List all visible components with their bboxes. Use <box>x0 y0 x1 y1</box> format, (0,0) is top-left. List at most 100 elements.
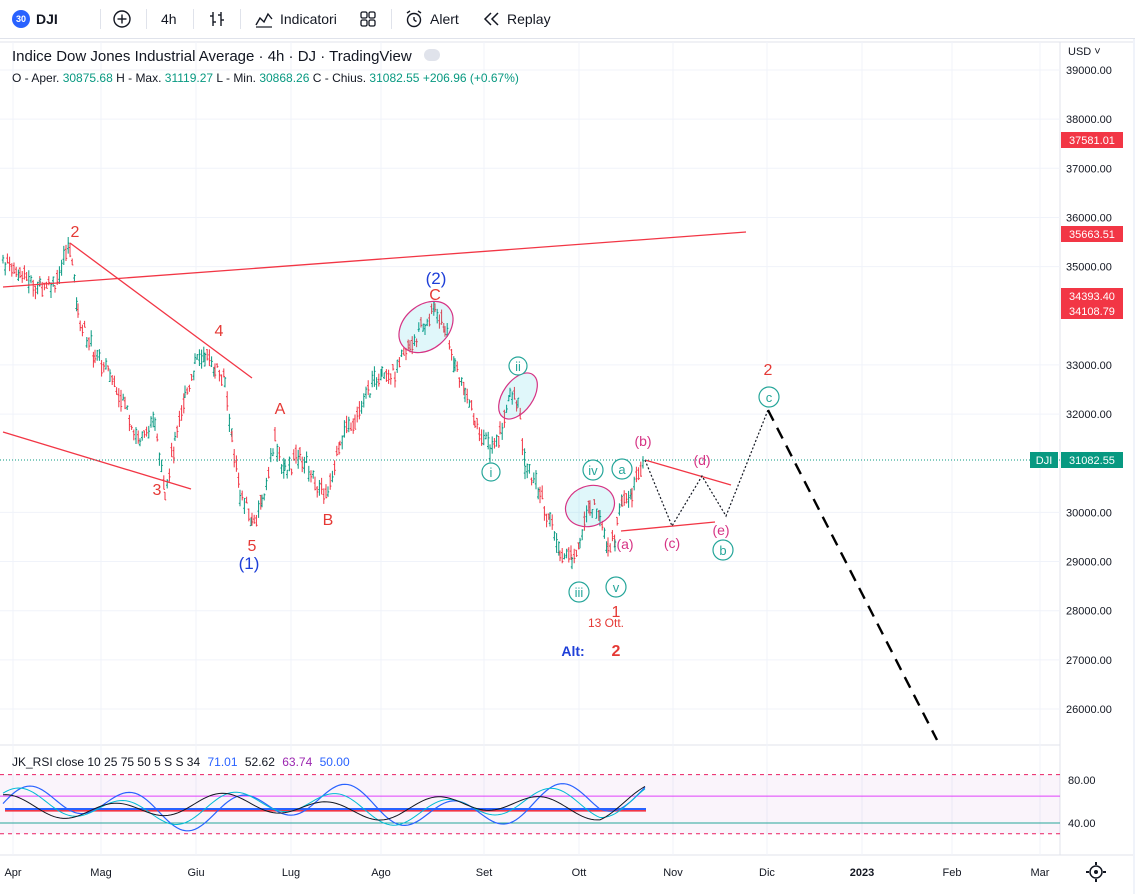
price-bar <box>75 297 78 312</box>
price-bar <box>68 242 72 258</box>
price-bar <box>297 449 300 469</box>
alert-button[interactable]: Alert <box>404 0 459 38</box>
price-bar <box>396 359 399 373</box>
circled-label-v: v <box>605 576 627 598</box>
templates-button[interactable] <box>358 0 378 38</box>
price-bar <box>18 267 22 279</box>
price-bar <box>570 556 574 570</box>
price-bar <box>493 437 496 449</box>
price-bar <box>482 429 485 446</box>
compare-button[interactable] <box>112 0 132 38</box>
rsi-legend[interactable]: JK_RSI close 10 25 75 50 5 S S 34 71.01 … <box>12 755 350 769</box>
symbol-search[interactable]: 30 DJI <box>12 0 58 38</box>
ohlc-legend: O - Aper. 30875.68 H - Max. 31119.27 L -… <box>12 71 519 85</box>
interval-button[interactable]: 4h <box>161 11 177 27</box>
price-bar <box>119 389 123 412</box>
price-bar <box>247 508 250 522</box>
time-tick-label: Ott <box>572 867 587 879</box>
price-bar <box>108 369 112 383</box>
settings-button[interactable] <box>1086 862 1106 882</box>
price-bar <box>4 262 7 276</box>
price-bar <box>495 434 498 447</box>
price-bar <box>307 465 310 482</box>
price-bar <box>478 427 481 442</box>
triangle-lower-line[interactable] <box>620 521 716 532</box>
replay-button[interactable]: Replay <box>483 0 551 38</box>
price-bar <box>484 432 488 440</box>
rsi-pane <box>0 774 1060 835</box>
rsi-name: JK_RSI <box>12 755 53 769</box>
price-bar <box>569 545 573 560</box>
price-bar <box>329 473 332 490</box>
chart-type-button[interactable] <box>207 0 227 38</box>
projected-triangle-path <box>644 409 769 528</box>
price-bar <box>53 285 57 293</box>
wedge-upper-line[interactable] <box>69 242 253 379</box>
indicators-button[interactable]: Indicatori <box>254 0 337 38</box>
price-tick-label: 27000.00 <box>1066 655 1112 667</box>
indicators-icon <box>255 12 273 28</box>
price-bar <box>448 340 451 350</box>
price-bar <box>567 547 570 563</box>
svg-text:a: a <box>618 462 626 477</box>
price-bar <box>138 438 142 447</box>
price-bar <box>534 470 538 490</box>
price-bar <box>620 496 624 507</box>
svg-text:ii: ii <box>515 359 521 374</box>
top-toolbar: 30 DJI 4h Indicatori <box>0 0 1135 39</box>
price-bar <box>178 410 181 427</box>
wave-label-2-red: 2 <box>71 224 80 241</box>
price-bar <box>353 414 357 430</box>
price-bar <box>200 349 203 369</box>
price-bar <box>528 464 531 474</box>
wave-iv-ellipse[interactable] <box>560 479 621 534</box>
price-bar <box>235 455 238 472</box>
circled-label-ii: ii <box>508 356 528 376</box>
price-bar <box>267 466 270 479</box>
high-value: 31119.27 <box>164 71 214 85</box>
price-bar <box>532 472 535 484</box>
svg-text:35663.51: 35663.51 <box>1069 229 1115 241</box>
price-bar <box>17 269 20 282</box>
price-bar <box>606 537 610 557</box>
time-axis[interactable]: Apr Mag Giu Lug Ago Set Ott Nov Dic 2023 Feb Mar <box>4 867 1049 879</box>
price-bar <box>8 256 11 272</box>
wave-ii-ellipse[interactable] <box>491 366 545 426</box>
projected-decline-line <box>766 409 939 741</box>
price-bar <box>413 334 416 346</box>
triangle-upper-line[interactable] <box>644 459 732 486</box>
price-bar <box>402 347 405 356</box>
price-tick-label: 29000.00 <box>1066 557 1112 569</box>
price-bar <box>426 318 429 327</box>
price-bar <box>333 460 336 476</box>
price-bar <box>364 386 368 399</box>
price-bar <box>417 322 420 332</box>
price-bar <box>473 420 477 428</box>
price-bar <box>23 265 26 280</box>
price-bar <box>356 406 359 423</box>
price-tag: 31082.55 <box>1061 452 1123 468</box>
price-bar <box>188 384 191 392</box>
legend-more-icon[interactable] <box>423 49 440 62</box>
price-bar <box>309 470 313 483</box>
currency-selector[interactable]: USD ˅ <box>1068 46 1101 58</box>
price-bar <box>130 425 133 430</box>
price-bar <box>79 320 82 332</box>
price-bar <box>273 427 277 442</box>
price-bar <box>563 553 566 560</box>
price-bar <box>513 386 516 400</box>
high-label: H - Max. <box>116 71 162 85</box>
upper-trendline[interactable] <box>2 231 747 288</box>
wave-2-ellipse[interactable] <box>389 291 463 363</box>
price-bar <box>113 375 116 388</box>
rsi-line-slow <box>2 786 646 821</box>
price-bar <box>371 370 374 388</box>
price-bar <box>192 370 195 381</box>
price-bar <box>593 499 596 505</box>
price-bar <box>206 349 209 361</box>
price-bar <box>76 303 80 318</box>
price-axis[interactable]: 39000.00 38000.00 37000.00 36000.00 35000.00… <box>1030 65 1123 830</box>
price-bar <box>190 374 193 381</box>
open-value: 30875.68 <box>62 71 113 85</box>
